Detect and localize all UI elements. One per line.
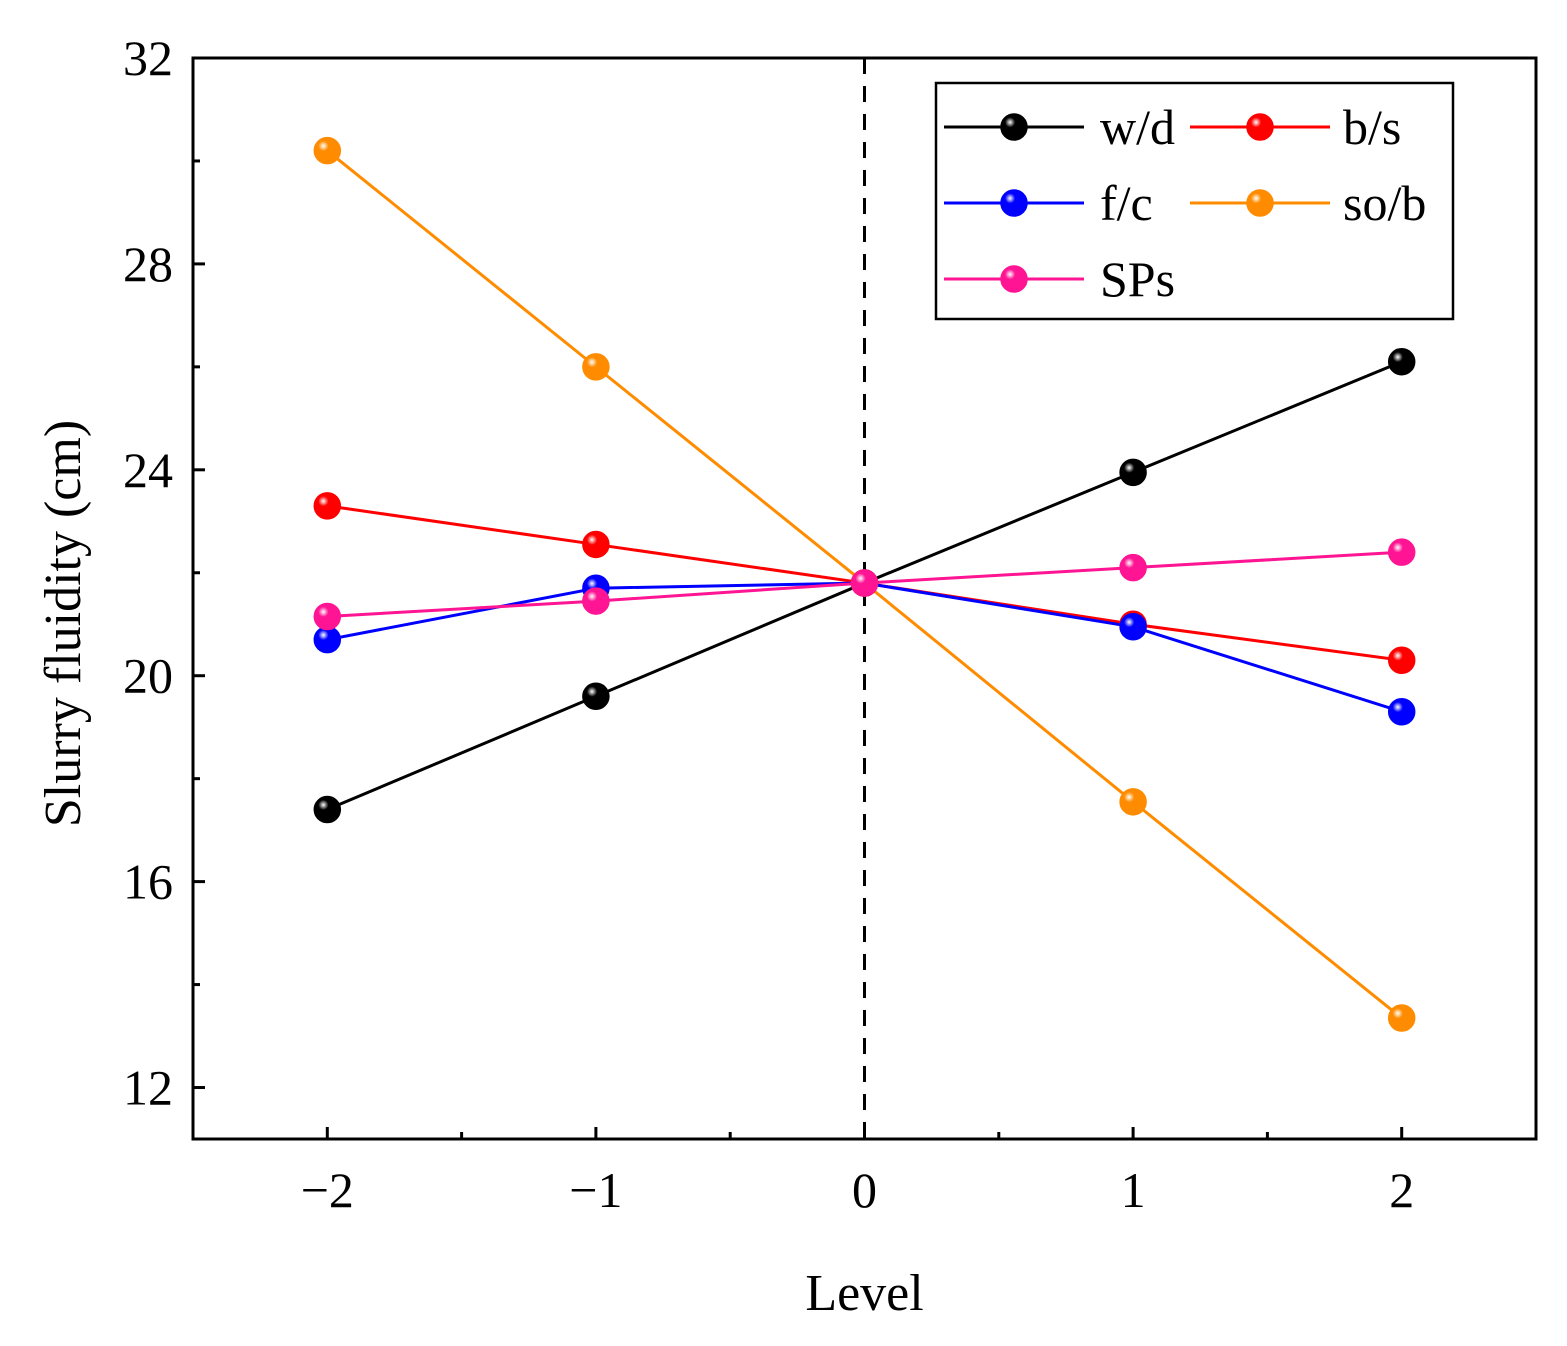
x-axis-title: Level xyxy=(805,1265,923,1322)
y-axis-title: Slurry fluidity (cm) xyxy=(35,420,92,827)
point-so-b-4 xyxy=(1387,1004,1416,1032)
point-sps-4 xyxy=(1387,538,1416,566)
point-w-d-1 xyxy=(582,682,610,711)
point-sps-0 xyxy=(313,602,342,631)
legend-item-so-b: so/b xyxy=(1190,175,1426,231)
point-w-d-3 xyxy=(1119,458,1147,487)
legend-item-f-c: f/c xyxy=(944,175,1153,231)
y-tick-label: 28 xyxy=(123,236,173,292)
y-tick-label: 20 xyxy=(123,648,173,704)
point-sps-3 xyxy=(1119,553,1147,582)
point-w-d-4 xyxy=(1387,347,1416,376)
x-tick-label: 1 xyxy=(1121,1162,1146,1218)
legend-marker-f-c xyxy=(1000,189,1028,217)
legend-marker-b-s xyxy=(1246,113,1274,141)
legend-marker-sps xyxy=(1000,265,1028,293)
point-f-c-0 xyxy=(313,625,342,654)
y-tick-label: 12 xyxy=(123,1060,173,1116)
point-so-b-0 xyxy=(313,136,342,165)
point-so-b-1 xyxy=(582,353,610,381)
legend-item-b-s: b/s xyxy=(1190,99,1401,155)
legend-label-b-s: b/s xyxy=(1343,99,1401,155)
x-tick-label: 2 xyxy=(1389,1162,1414,1218)
point-f-c-3 xyxy=(1119,613,1147,641)
point-w-d-0 xyxy=(313,795,342,824)
legend-marker-so-b xyxy=(1246,189,1274,217)
series-layer xyxy=(313,136,1416,1032)
point-sps-2 xyxy=(850,569,879,597)
y-tick-label: 16 xyxy=(123,854,173,910)
legend-item-w-d: w/d xyxy=(944,99,1175,155)
legend-label-f-c: f/c xyxy=(1100,175,1153,231)
legend: w/d b/s f/c so/b SPs xyxy=(934,81,1455,321)
x-tick-label: −2 xyxy=(301,1162,354,1218)
legend-item-sps: SPs xyxy=(944,251,1175,307)
point-so-b-3 xyxy=(1119,788,1147,816)
point-b-s-1 xyxy=(582,530,610,559)
legend-marker-w-d xyxy=(1000,113,1028,141)
legend-label-sps: SPs xyxy=(1100,251,1175,307)
legend-label-so-b: so/b xyxy=(1343,175,1426,231)
y-tick-label: 24 xyxy=(123,442,173,498)
y-tick-label: 32 xyxy=(123,30,173,86)
point-sps-1 xyxy=(582,587,610,615)
x-tick-label: 0 xyxy=(852,1162,877,1218)
point-f-c-4 xyxy=(1387,697,1416,726)
x-tick-label: −1 xyxy=(569,1162,622,1218)
point-b-s-0 xyxy=(313,492,342,520)
legend-label-w-d: w/d xyxy=(1100,99,1175,155)
point-b-s-4 xyxy=(1387,646,1416,675)
